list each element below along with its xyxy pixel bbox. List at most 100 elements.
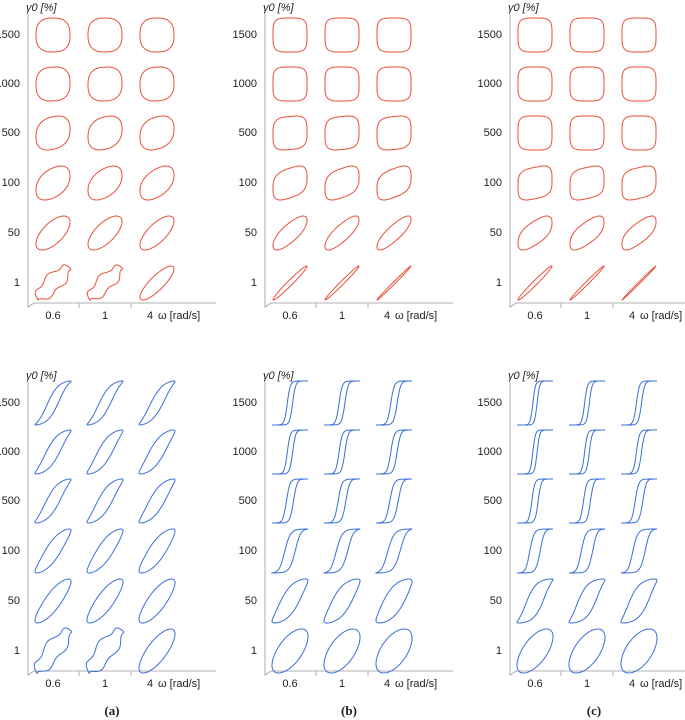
lissajous-curve: [33, 627, 73, 675]
lissajous-curve: [324, 165, 360, 201]
lissajous-curve: [272, 17, 308, 53]
lissajous-curve: [87, 17, 123, 53]
x-tick-label: 0.6: [282, 678, 297, 690]
x-tick-label: 1: [584, 310, 590, 322]
axis-line: [264, 382, 453, 676]
lissajous-curve: [569, 66, 605, 102]
y-tick-label: 50: [8, 595, 20, 607]
y-axis-label: γ0 [%]: [508, 370, 540, 382]
x-tick-label: 0.6: [527, 310, 542, 322]
lissajous-curve: [272, 429, 308, 475]
lissajous-curve: [324, 478, 360, 524]
y-tick-label: 500: [239, 495, 257, 507]
y-tick-label: 50: [245, 595, 257, 607]
lissajous-curve: [569, 380, 605, 426]
lissajous-curve: [324, 115, 360, 151]
lissajous-curve: [569, 478, 605, 524]
lissajous-curve: [621, 165, 657, 201]
x-tick-label: 1: [339, 678, 345, 690]
lissajous-curve: [621, 66, 657, 102]
y-tick-label: 500: [484, 495, 502, 507]
lissajous-curve: [620, 528, 658, 574]
lissajous-curve: [139, 265, 175, 301]
x-tick-label: 4: [147, 678, 153, 690]
lissajous-curve: [34, 478, 72, 524]
y-tick-label: 1500: [0, 397, 20, 409]
lissajous-curve: [35, 165, 71, 201]
y-tick-label: 1: [496, 645, 502, 657]
lissajous-curve: [376, 115, 412, 151]
lissajous-curve: [87, 115, 123, 151]
x-tick-label: 0.6: [527, 678, 542, 690]
y-tick-label: 1000: [478, 78, 502, 90]
lissajous-curve: [376, 265, 412, 301]
lissajous-curve: [621, 429, 657, 475]
lissajous-curve: [34, 578, 72, 624]
lissajous-curve: [517, 265, 553, 301]
lissajous-curve: [324, 380, 360, 426]
y-tick-label: 500: [2, 495, 20, 507]
lissajous-curve: [569, 17, 605, 53]
lissajous-curve: [376, 165, 412, 201]
lissajous-curve: [517, 17, 553, 53]
lissajous-curve: [323, 628, 361, 674]
lissajous-curve: [620, 578, 658, 624]
y-tick-label: 1: [496, 277, 502, 289]
lissajous-curve: [35, 215, 71, 251]
y-tick-label: 100: [239, 545, 257, 557]
lissajous-curve: [34, 429, 72, 475]
y-tick-label: 50: [245, 227, 257, 239]
y-tick-label: 1000: [0, 78, 20, 90]
lissajous-curve: [517, 165, 553, 201]
lissajous-curve: [323, 578, 361, 624]
y-tick-label: 1000: [478, 446, 502, 458]
lissajous-curve: [621, 215, 657, 251]
lissajous-curve: [517, 115, 553, 151]
axis-line: [264, 14, 453, 308]
y-tick-label: 1: [251, 645, 257, 657]
lissajous-curve: [621, 17, 657, 53]
axis-line: [27, 14, 216, 308]
lissajous-curve: [272, 115, 308, 151]
lissajous-curve: [86, 578, 124, 624]
x-tick-label: 4: [147, 310, 153, 322]
x-axis-label: ω [rad/s]: [640, 310, 682, 322]
x-tick-label: 1: [584, 678, 590, 690]
y-axis-label: γ0 [%]: [26, 2, 58, 14]
lissajous-curve: [86, 478, 124, 524]
lissajous-curve: [35, 66, 71, 102]
lissajous-curve: [376, 66, 412, 102]
lissajous-curve: [517, 215, 553, 251]
lissajous-curve: [621, 265, 657, 301]
x-tick-label: 4: [629, 678, 635, 690]
lissajous-curve: [272, 478, 308, 524]
x-tick-label: 4: [384, 310, 390, 322]
x-tick-label: 4: [384, 678, 390, 690]
lissajous-curve: [86, 528, 124, 574]
lissajous-curve: [138, 478, 176, 524]
y-tick-label: 1500: [0, 29, 20, 41]
y-tick-label: 1: [251, 277, 257, 289]
x-tick-label: 0.6: [45, 310, 60, 322]
lissajous-curve: [376, 380, 412, 426]
lissajous-curve: [516, 628, 554, 674]
axis-line: [509, 382, 685, 676]
lissajous-curve: [517, 528, 553, 574]
x-tick-label: 0.6: [45, 678, 60, 690]
lissajous-curve: [376, 429, 412, 475]
lissajous-curve: [34, 264, 72, 301]
lissajous-curve: [375, 628, 413, 674]
lissajous-curve: [516, 578, 554, 624]
y-axis-label: γ0 [%]: [508, 2, 540, 14]
y-tick-label: 500: [2, 127, 20, 139]
y-axis-label: γ0 [%]: [263, 2, 295, 14]
lissajous-curve: [86, 380, 124, 426]
lissajous-curve: [34, 528, 72, 574]
y-tick-label: 1000: [233, 446, 257, 458]
y-tick-label: 100: [484, 177, 502, 189]
x-axis-label: ω [rad/s]: [158, 310, 200, 322]
x-axis-label: ω [rad/s]: [395, 310, 437, 322]
lissajous-curve: [270, 528, 309, 574]
lissajous-curve: [324, 66, 360, 102]
lissajous-curve: [35, 115, 71, 151]
